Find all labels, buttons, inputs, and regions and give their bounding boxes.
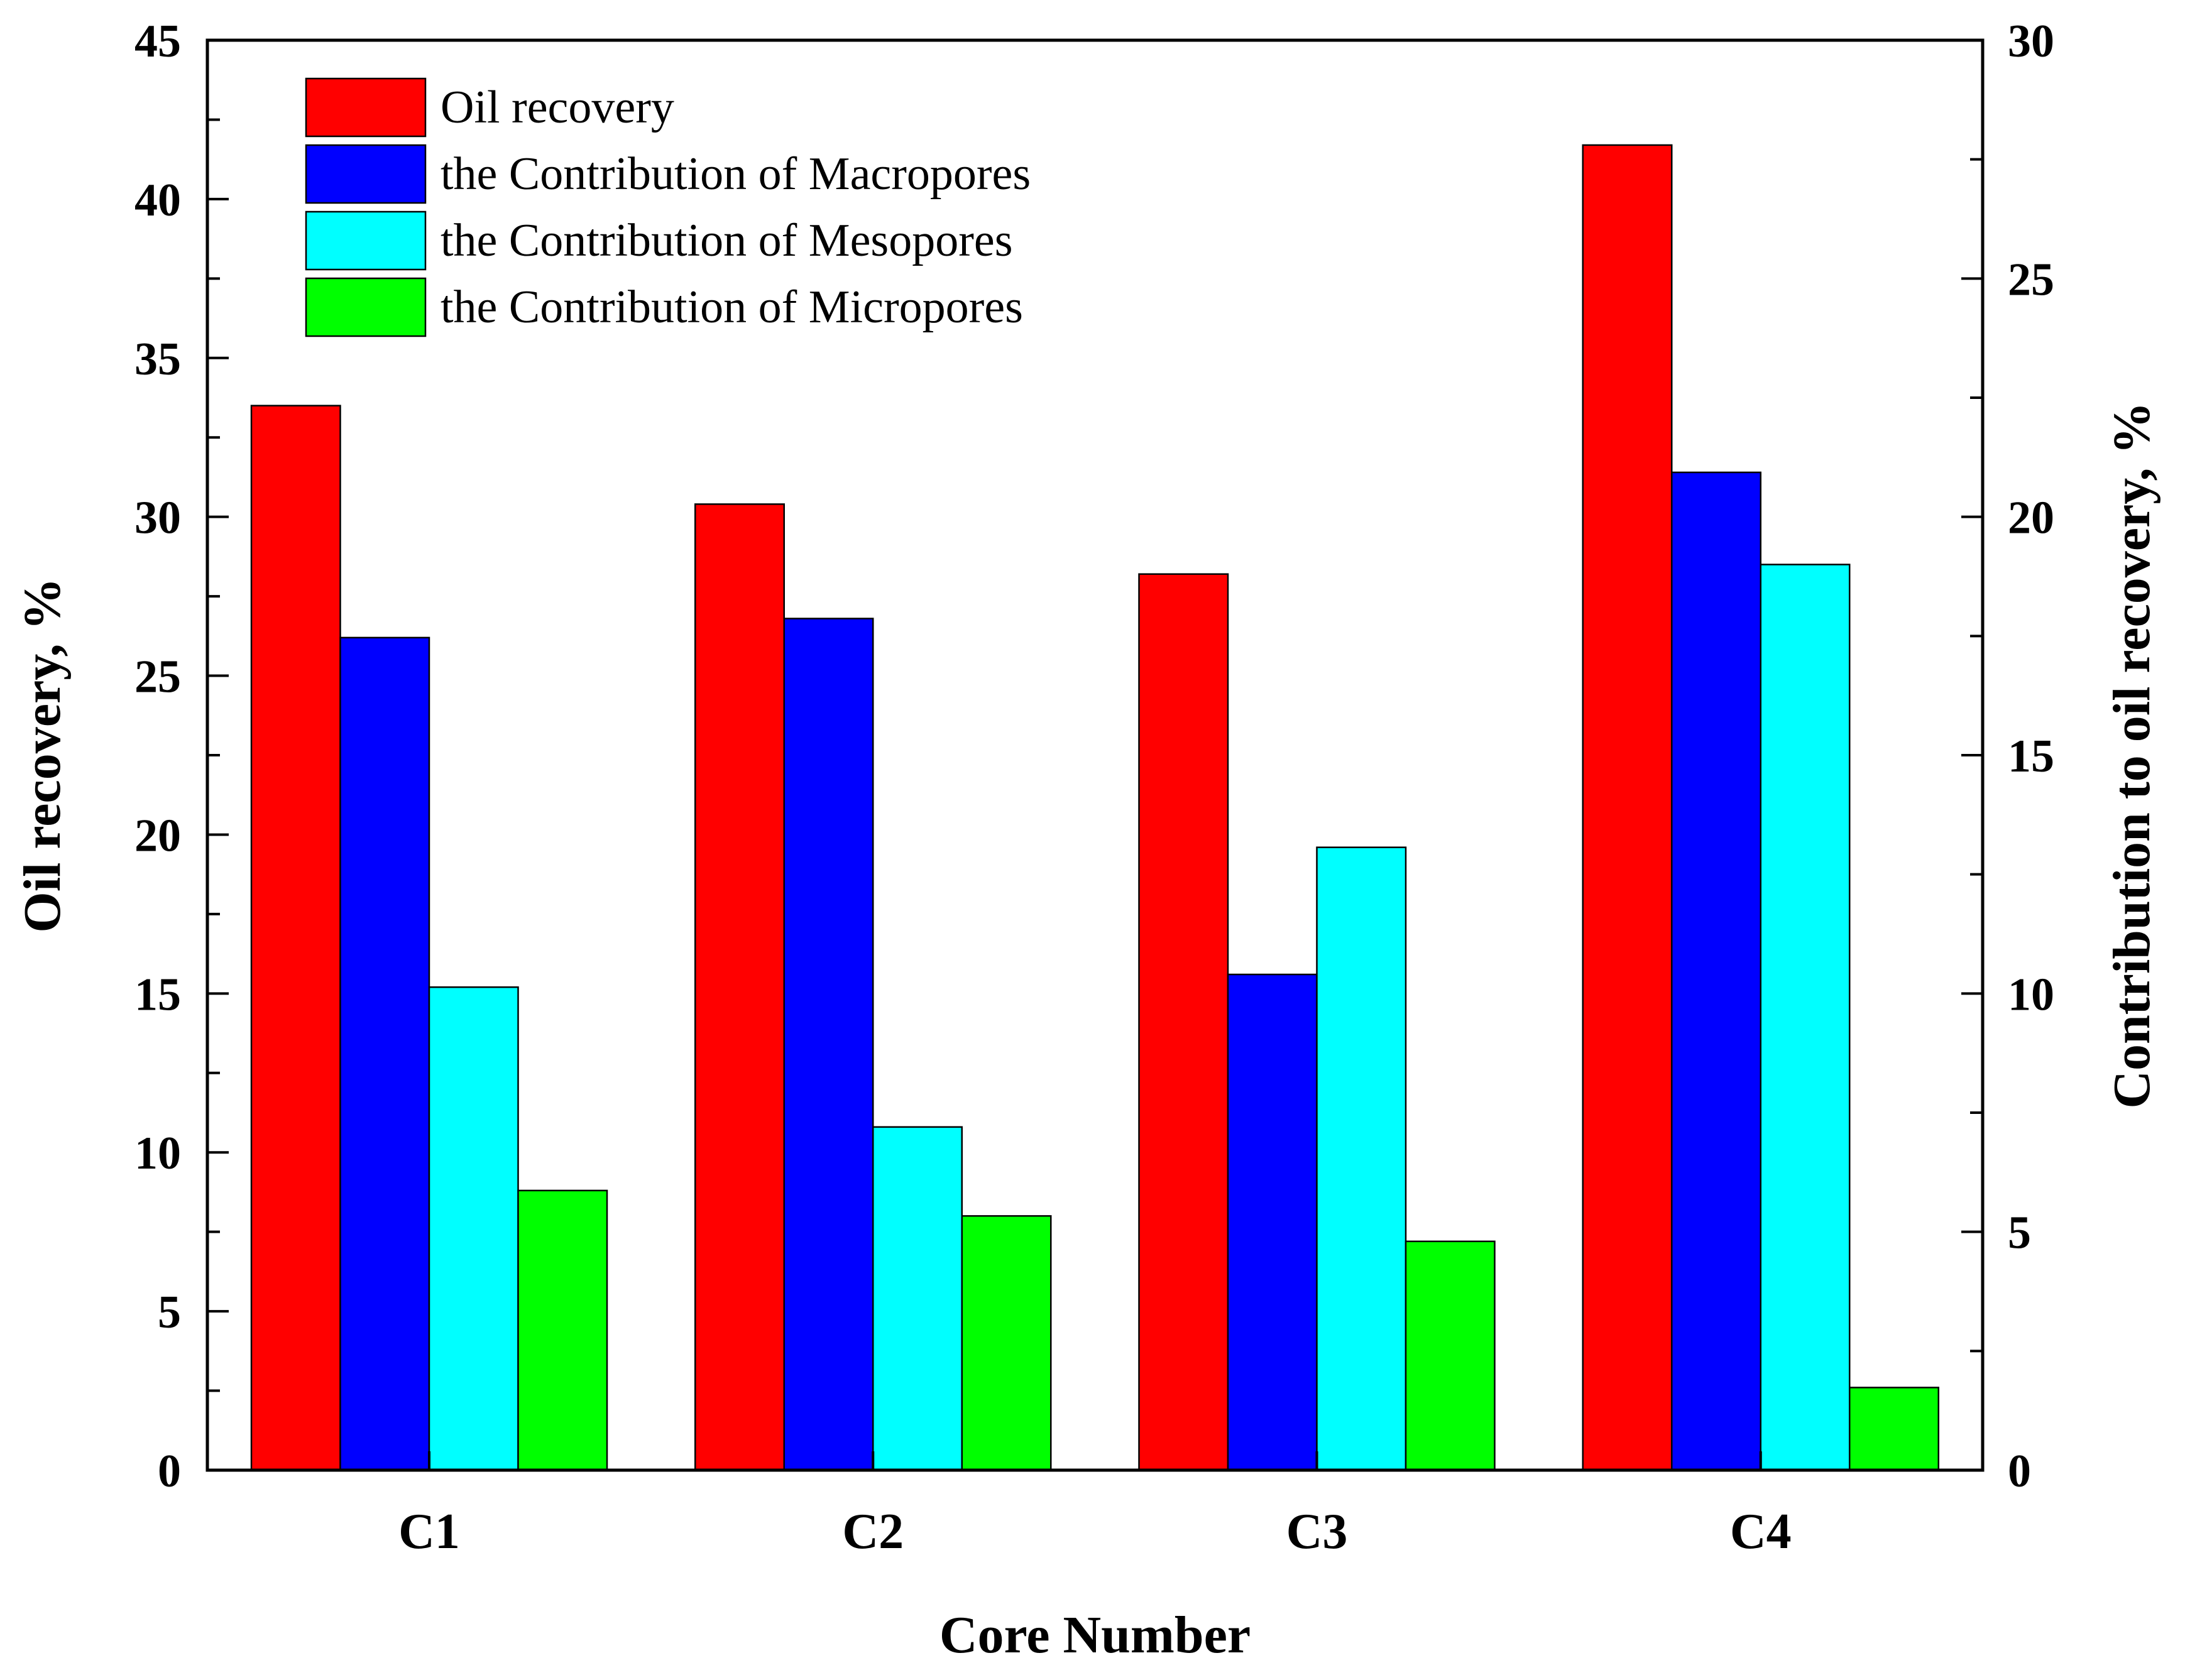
y-tick-label: 10 [134, 1128, 181, 1179]
bar-c3-series-2 [1227, 973, 1318, 1471]
y-tick-label: 40 [134, 175, 181, 226]
legend-swatch-2 [305, 144, 427, 204]
y2-tick-label: 10 [2008, 969, 2054, 1020]
bar-c2-series-4 [961, 1215, 1052, 1471]
y-tick-label: 30 [134, 493, 181, 544]
x-tick-label-c3: C3 [1286, 1504, 1348, 1559]
y-tick-label: 25 [134, 652, 181, 703]
y-tick-label: 45 [134, 16, 181, 67]
bar-c4-series-4 [1849, 1387, 1939, 1471]
legend-swatch-4 [305, 277, 427, 337]
bar-c1-series-2 [339, 636, 430, 1471]
bar-c1-series-1 [250, 405, 341, 1471]
bars-layer [250, 144, 1939, 1471]
bar-c2-series-1 [694, 503, 785, 1471]
y2-tick-label: 25 [2008, 254, 2054, 305]
bar-c3-series-4 [1405, 1240, 1496, 1471]
legend-label-1: Oil recovery [441, 82, 674, 133]
bar-c4-series-3 [1760, 564, 1851, 1471]
bar-c3-series-1 [1138, 573, 1229, 1471]
bar-c3-series-3 [1316, 846, 1407, 1471]
x-tick-label-c1: C1 [398, 1504, 460, 1559]
y-tick-label: 20 [134, 810, 181, 861]
x-tick-label-c2: C2 [842, 1504, 904, 1559]
legend-swatch-3 [305, 210, 427, 271]
x-axis-title: Core Number [939, 1606, 1251, 1664]
y-tick-label: 5 [158, 1287, 181, 1338]
legend-label-3: the Contribution of Mesopores [441, 215, 1013, 266]
y2-axis-title: Contribution to oil recovery, % [2103, 401, 2161, 1108]
bar-c1-series-4 [517, 1189, 608, 1471]
y-axis-title: Oil recovery, % [13, 577, 72, 932]
bar-c4-series-2 [1671, 471, 1761, 1471]
bar-c4-series-1 [1582, 144, 1673, 1471]
legend-label-4: the Contribution of Micropores [441, 281, 1023, 333]
y2-tick-label: 0 [2008, 1446, 2031, 1497]
legend: Oil recovery the Contribution of Macropor… [305, 77, 1031, 337]
bar-c2-series-2 [783, 618, 874, 1471]
x-tick-label-c4: C4 [1730, 1504, 1792, 1559]
bar-c2-series-3 [872, 1126, 963, 1471]
legend-swatch-1 [305, 77, 427, 138]
legend-label-2: the Contribution of Macropores [441, 148, 1031, 200]
y2-tick-label: 5 [2008, 1208, 2031, 1259]
y-tick-label: 0 [158, 1446, 181, 1497]
bar-c1-series-3 [428, 986, 519, 1471]
y-tick-label: 15 [134, 969, 181, 1020]
y-tick-label: 35 [134, 334, 181, 385]
y2-tick-label: 30 [2008, 16, 2054, 67]
y2-tick-label: 20 [2008, 493, 2054, 544]
ticks-layer: 0 5 10 15 20 25 30 35 40 45 0 5 10 15 20 25 30 C1 C2 C3 C4 [134, 16, 2054, 1559]
y2-tick-label: 15 [2008, 731, 2054, 782]
